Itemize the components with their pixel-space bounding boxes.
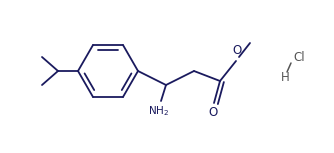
Text: O: O <box>232 44 241 57</box>
Text: Cl: Cl <box>293 50 305 63</box>
Text: NH$_2$: NH$_2$ <box>148 104 170 118</box>
Text: H: H <box>281 71 289 84</box>
Text: O: O <box>208 106 218 119</box>
